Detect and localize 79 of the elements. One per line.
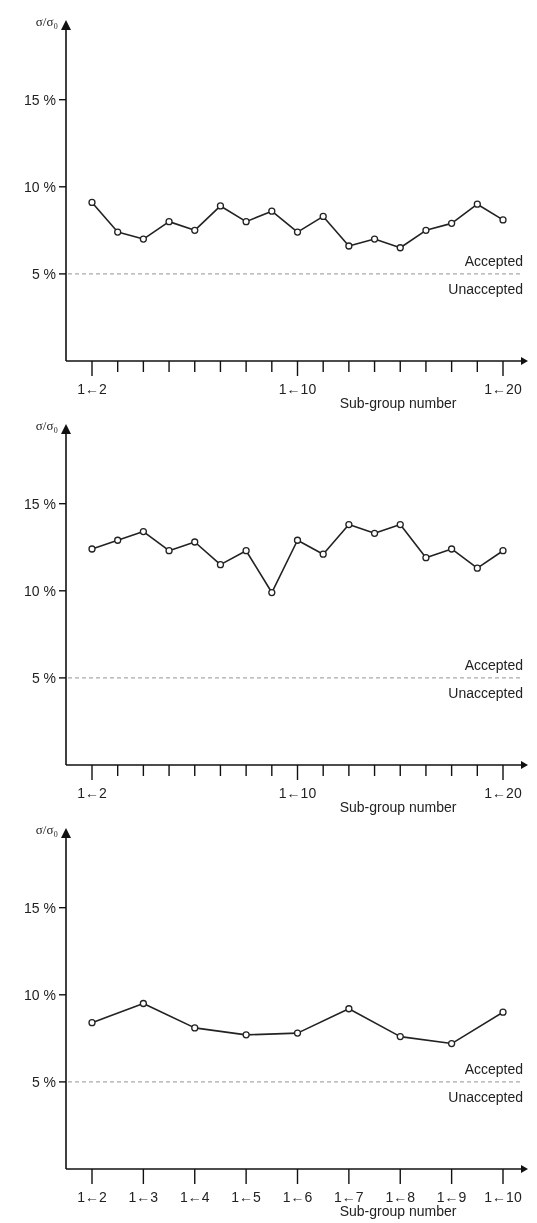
annotation: Unaccepted xyxy=(448,280,523,297)
x-tick-label: 1←20 xyxy=(484,785,522,801)
point xyxy=(139,235,148,243)
y-tick-label: 5 % xyxy=(31,669,56,686)
point xyxy=(242,547,250,555)
y-axis-title: σ/σ₀ xyxy=(35,418,58,433)
point xyxy=(268,207,276,215)
point xyxy=(114,228,122,236)
point xyxy=(319,212,327,221)
annotation: Accepted xyxy=(464,656,523,673)
x-tick-label: 1←20 xyxy=(484,381,522,397)
point xyxy=(396,520,404,529)
x-axis-title: Sub-group number xyxy=(339,1203,457,1219)
y-tick-label: 10 % xyxy=(24,582,56,599)
point xyxy=(422,554,430,562)
point xyxy=(165,547,173,555)
y-tick-label: 5 % xyxy=(31,265,56,282)
point xyxy=(499,1008,507,1016)
y-axis-title: σ/σ₀ xyxy=(35,822,58,837)
point xyxy=(242,1031,250,1039)
point xyxy=(499,216,507,224)
point xyxy=(88,1019,96,1027)
point xyxy=(370,235,379,243)
point xyxy=(422,226,430,234)
point xyxy=(139,527,148,536)
y-tick-label: 5 % xyxy=(31,1073,56,1090)
point xyxy=(191,226,199,234)
x-tick-label: 1←6 xyxy=(282,1189,313,1205)
x-tick-label: 1←2 xyxy=(77,1189,107,1205)
point xyxy=(88,545,96,553)
x-axis-title: Sub-group number xyxy=(339,395,457,411)
y-tick-label: 15 % xyxy=(24,495,56,512)
x-tick-label: 1←8 xyxy=(385,1189,416,1205)
x-tick-label: 1←2 xyxy=(77,785,107,801)
y-tick-label: 10 % xyxy=(24,178,56,195)
point xyxy=(242,217,250,226)
point xyxy=(165,217,173,226)
point xyxy=(139,999,148,1008)
point xyxy=(345,1005,353,1013)
annotation: Accepted xyxy=(464,1060,523,1077)
point xyxy=(191,538,199,546)
x-axis-title: Sub-group number xyxy=(339,799,457,815)
point xyxy=(293,536,302,544)
point xyxy=(293,228,302,236)
point xyxy=(216,202,225,210)
x-tick-label: 1←9 xyxy=(436,1189,467,1205)
point xyxy=(370,529,379,537)
x-tick-label: 1←2 xyxy=(77,381,107,397)
point xyxy=(447,545,456,553)
x-tick-label: 1←4 xyxy=(179,1189,210,1205)
point xyxy=(216,561,225,569)
x-tick-label: 1←10 xyxy=(484,1189,522,1205)
point xyxy=(114,536,122,544)
y-tick-label: 10 % xyxy=(24,986,56,1003)
point xyxy=(473,564,481,572)
point xyxy=(319,550,327,558)
point xyxy=(293,1029,302,1037)
point xyxy=(396,1032,404,1041)
point xyxy=(499,547,507,555)
point xyxy=(447,219,456,228)
point xyxy=(191,1024,199,1032)
annotation: Unaccepted xyxy=(448,684,523,701)
point xyxy=(447,1039,456,1048)
point xyxy=(473,200,481,208)
point xyxy=(345,242,353,250)
x-tick-label: 1←10 xyxy=(278,381,317,397)
y-tick-label: 15 % xyxy=(24,899,56,916)
annotation: Accepted xyxy=(464,252,523,269)
point xyxy=(396,244,404,252)
y-tick-label: 15 % xyxy=(24,91,56,108)
point xyxy=(88,198,96,207)
x-tick-label: 1←10 xyxy=(278,785,317,801)
x-tick-label: 1←5 xyxy=(231,1189,262,1205)
x-tick-label: 1←7 xyxy=(334,1189,364,1205)
point xyxy=(268,588,276,597)
y-axis-title: σ/σ₀ xyxy=(35,14,58,29)
annotation: Unaccepted xyxy=(448,1088,523,1105)
point xyxy=(345,520,353,529)
x-tick-label: 1←3 xyxy=(128,1189,159,1205)
